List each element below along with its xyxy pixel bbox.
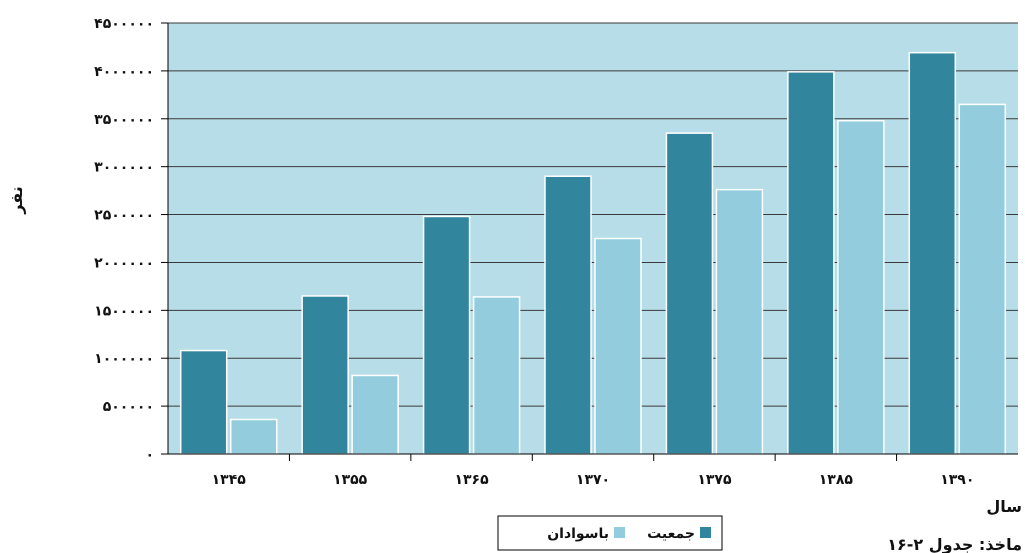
x-axis-label: سال bbox=[986, 497, 1022, 516]
x-tick-label: ۱۳۷۰ bbox=[576, 472, 610, 488]
y-tick-label: ۳۰۰۰۰۰۰ bbox=[94, 160, 154, 176]
y-tick-label: ۳۵۰۰۰۰۰ bbox=[94, 112, 154, 128]
bar-literate bbox=[351, 374, 399, 455]
bars bbox=[179, 51, 1007, 455]
y-tick-label: ۲۰۰۰۰۰۰ bbox=[94, 255, 154, 271]
bar-population bbox=[908, 51, 957, 455]
x-tick-label: ۱۳۸۵ bbox=[819, 472, 854, 488]
x-tick-label: ۱۳۴۵ bbox=[212, 472, 247, 488]
legend-box bbox=[497, 515, 723, 551]
axes bbox=[167, 23, 1018, 455]
legend-swatch bbox=[614, 527, 625, 538]
legend-swatch bbox=[700, 527, 711, 538]
y-tick-label: ۱۵۰۰۰۰۰ bbox=[94, 303, 154, 319]
x-tick-label: ۱۳۶۵ bbox=[454, 472, 489, 488]
bar-population bbox=[301, 295, 349, 455]
y-tick-label: ۴۰۰۰۰۰۰ bbox=[94, 64, 154, 80]
x-tick-labels: ۱۳۴۵ ۱۳۵۵ ۱۳۶۵ ۱۳۷۰ ۱۳۷۵ ۱۳۸۵ ۱۳۹۰ bbox=[212, 454, 974, 488]
y-tick-label: ۱۰۰۰۰۰۰ bbox=[94, 351, 154, 367]
y-tick-label: ۲۵۰۰۰۰۰ bbox=[94, 208, 154, 224]
bar-population bbox=[422, 215, 471, 455]
y-tick-labels: ۰ ۵۰۰۰۰۰ ۱۰۰۰۰۰۰ ۱۵۰۰۰۰۰ ۲۰۰۰۰۰۰ ۲۵۰۰۰۰۰ ۳۰۰۰۰… bbox=[94, 16, 168, 463]
bar-literate bbox=[958, 103, 1007, 455]
y-tick-label: ۰ bbox=[145, 447, 154, 463]
y-tick-label: ۴۵۰۰۰۰۰ bbox=[94, 16, 154, 32]
bar-literate bbox=[715, 188, 764, 455]
bar-literate bbox=[837, 119, 885, 455]
bar-population bbox=[665, 132, 714, 455]
legend: جمعیت باسوادان bbox=[497, 515, 723, 551]
bar-literate bbox=[594, 237, 642, 455]
plot-area bbox=[168, 23, 1018, 454]
bar-population bbox=[787, 71, 835, 455]
bar-literate bbox=[472, 296, 521, 455]
bar-population bbox=[179, 349, 228, 455]
legend-label: باسوادان bbox=[547, 526, 609, 542]
x-tick-label: ۱۳۷۵ bbox=[697, 472, 732, 488]
x-tick-label: ۱۳۹۰ bbox=[940, 472, 974, 488]
x-tick-label: ۱۳۵۵ bbox=[333, 472, 368, 488]
source-note: ماخذ: جدول ۲-۱۶ bbox=[887, 535, 1022, 553]
legend-label: جمعیت bbox=[647, 526, 695, 542]
y-axis-label: نفر bbox=[7, 186, 26, 214]
bar-literate bbox=[229, 418, 278, 455]
bar-population bbox=[544, 175, 592, 455]
y-tick-label: ۵۰۰۰۰۰ bbox=[103, 399, 154, 415]
